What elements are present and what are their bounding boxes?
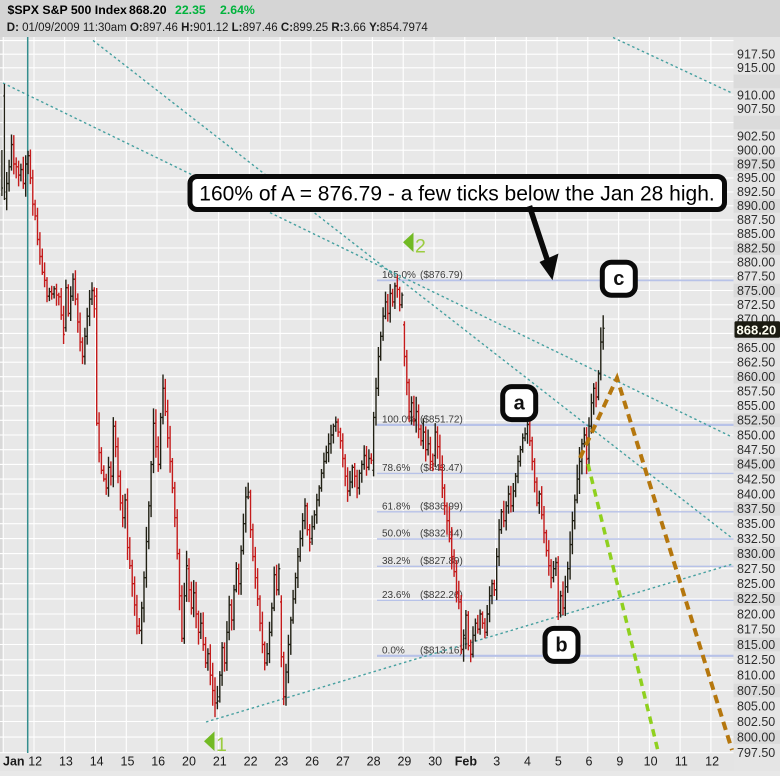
svg-text:30: 30 <box>428 755 442 769</box>
svg-text:2.64%: 2.64% <box>220 3 255 17</box>
svg-text:($843.47): ($843.47) <box>420 463 463 474</box>
svg-text:917.50: 917.50 <box>737 48 775 62</box>
svg-text:832.50: 832.50 <box>737 532 775 546</box>
svg-text:847.50: 847.50 <box>737 443 775 457</box>
svg-text:1: 1 <box>216 734 227 756</box>
svg-text:b: b <box>555 634 567 656</box>
svg-text:862.50: 862.50 <box>737 356 775 370</box>
svg-text:0.0%: 0.0% <box>382 645 405 656</box>
svg-text:($836.99): ($836.99) <box>420 501 463 512</box>
svg-text:900.00: 900.00 <box>737 144 775 158</box>
svg-text:12: 12 <box>705 755 719 769</box>
svg-text:902.50: 902.50 <box>737 130 775 144</box>
svg-text:812.50: 812.50 <box>737 653 775 667</box>
svg-text:885.00: 885.00 <box>737 227 775 241</box>
svg-text:$SPX S&P 500 Index: $SPX S&P 500 Index <box>8 3 128 17</box>
svg-text:845.00: 845.00 <box>737 458 775 472</box>
svg-text:a: a <box>514 393 526 415</box>
svg-text:22: 22 <box>244 755 258 769</box>
svg-text:907.50: 907.50 <box>737 102 775 116</box>
svg-text:830.00: 830.00 <box>737 547 775 561</box>
svg-text:855.00: 855.00 <box>737 399 775 413</box>
svg-text:890.00: 890.00 <box>737 199 775 213</box>
svg-text:805.00: 805.00 <box>737 699 775 713</box>
svg-text:857.50: 857.50 <box>737 385 775 399</box>
svg-text:14: 14 <box>90 755 104 769</box>
svg-text:13: 13 <box>59 755 73 769</box>
svg-text:($851.72): ($851.72) <box>420 414 463 425</box>
svg-text:802.50: 802.50 <box>737 715 775 729</box>
svg-text:9: 9 <box>616 755 623 769</box>
svg-text:872.50: 872.50 <box>737 298 775 312</box>
svg-text:868.20: 868.20 <box>737 322 777 337</box>
svg-text:3: 3 <box>493 755 500 769</box>
svg-text:15: 15 <box>121 755 135 769</box>
svg-text:($832.44): ($832.44) <box>420 529 463 540</box>
svg-text:875.00: 875.00 <box>737 284 775 298</box>
svg-text:12: 12 <box>28 755 42 769</box>
svg-text:842.50: 842.50 <box>737 472 775 486</box>
svg-text:4: 4 <box>524 755 531 769</box>
svg-text:16: 16 <box>151 755 165 769</box>
svg-text:815.00: 815.00 <box>737 638 775 652</box>
svg-text:61.8%: 61.8% <box>382 501 410 512</box>
svg-text:29: 29 <box>397 755 411 769</box>
svg-text:27: 27 <box>336 755 350 769</box>
svg-text:822.50: 822.50 <box>737 592 775 606</box>
svg-text:865.00: 865.00 <box>737 341 775 355</box>
svg-text:Feb: Feb <box>455 755 478 769</box>
svg-text:850.00: 850.00 <box>737 428 775 442</box>
svg-text:807.50: 807.50 <box>737 684 775 698</box>
svg-text:11: 11 <box>675 755 688 769</box>
svg-text:21: 21 <box>213 755 227 769</box>
svg-text:38.2%: 38.2% <box>382 556 410 567</box>
svg-text:882.50: 882.50 <box>737 241 775 255</box>
svg-text:c: c <box>613 268 624 290</box>
svg-text:897.50: 897.50 <box>737 157 775 171</box>
svg-text:D: 01/09/2009 11:30am O:897.4: D: 01/09/2009 11:30am O:897.46 H:901.12 … <box>7 22 429 34</box>
svg-text:Jan: Jan <box>3 755 25 769</box>
svg-text:2: 2 <box>415 235 426 257</box>
svg-text:23.6%: 23.6% <box>382 590 410 601</box>
svg-text:800.00: 800.00 <box>737 730 775 744</box>
svg-text:827.50: 827.50 <box>737 562 775 576</box>
svg-text:50.0%: 50.0% <box>382 529 410 540</box>
svg-text:817.50: 817.50 <box>737 623 775 637</box>
svg-text:877.50: 877.50 <box>737 270 775 284</box>
svg-text:910.00: 910.00 <box>737 88 775 102</box>
svg-text:22.35: 22.35 <box>175 3 206 17</box>
svg-text:837.50: 837.50 <box>737 502 775 516</box>
svg-text:78.6%: 78.6% <box>382 463 410 474</box>
svg-text:28: 28 <box>367 755 381 769</box>
svg-text:160% of A = 876.79 - a few tic: 160% of A = 876.79 - a few ticks below t… <box>199 182 714 205</box>
svg-text:895.00: 895.00 <box>737 171 775 185</box>
svg-text:840.00: 840.00 <box>737 487 775 501</box>
svg-text:868.20: 868.20 <box>129 3 167 17</box>
svg-text:887.50: 887.50 <box>737 213 775 227</box>
svg-text:892.50: 892.50 <box>737 185 775 199</box>
svg-text:($876.79): ($876.79) <box>420 270 463 281</box>
svg-text:825.00: 825.00 <box>737 577 775 591</box>
svg-text:820.00: 820.00 <box>737 607 775 621</box>
svg-text:852.50: 852.50 <box>737 414 775 428</box>
svg-text:797.50: 797.50 <box>737 746 775 760</box>
svg-text:810.00: 810.00 <box>737 669 775 683</box>
svg-text:6: 6 <box>586 755 593 769</box>
svg-text:5: 5 <box>555 755 562 769</box>
svg-text:880.00: 880.00 <box>737 255 775 269</box>
svg-text:20: 20 <box>182 755 196 769</box>
svg-text:10: 10 <box>644 755 658 769</box>
svg-text:26: 26 <box>305 755 319 769</box>
svg-text:835.00: 835.00 <box>737 517 775 531</box>
svg-text:23: 23 <box>274 755 288 769</box>
svg-text:915.00: 915.00 <box>737 61 775 75</box>
svg-text:860.00: 860.00 <box>737 370 775 384</box>
